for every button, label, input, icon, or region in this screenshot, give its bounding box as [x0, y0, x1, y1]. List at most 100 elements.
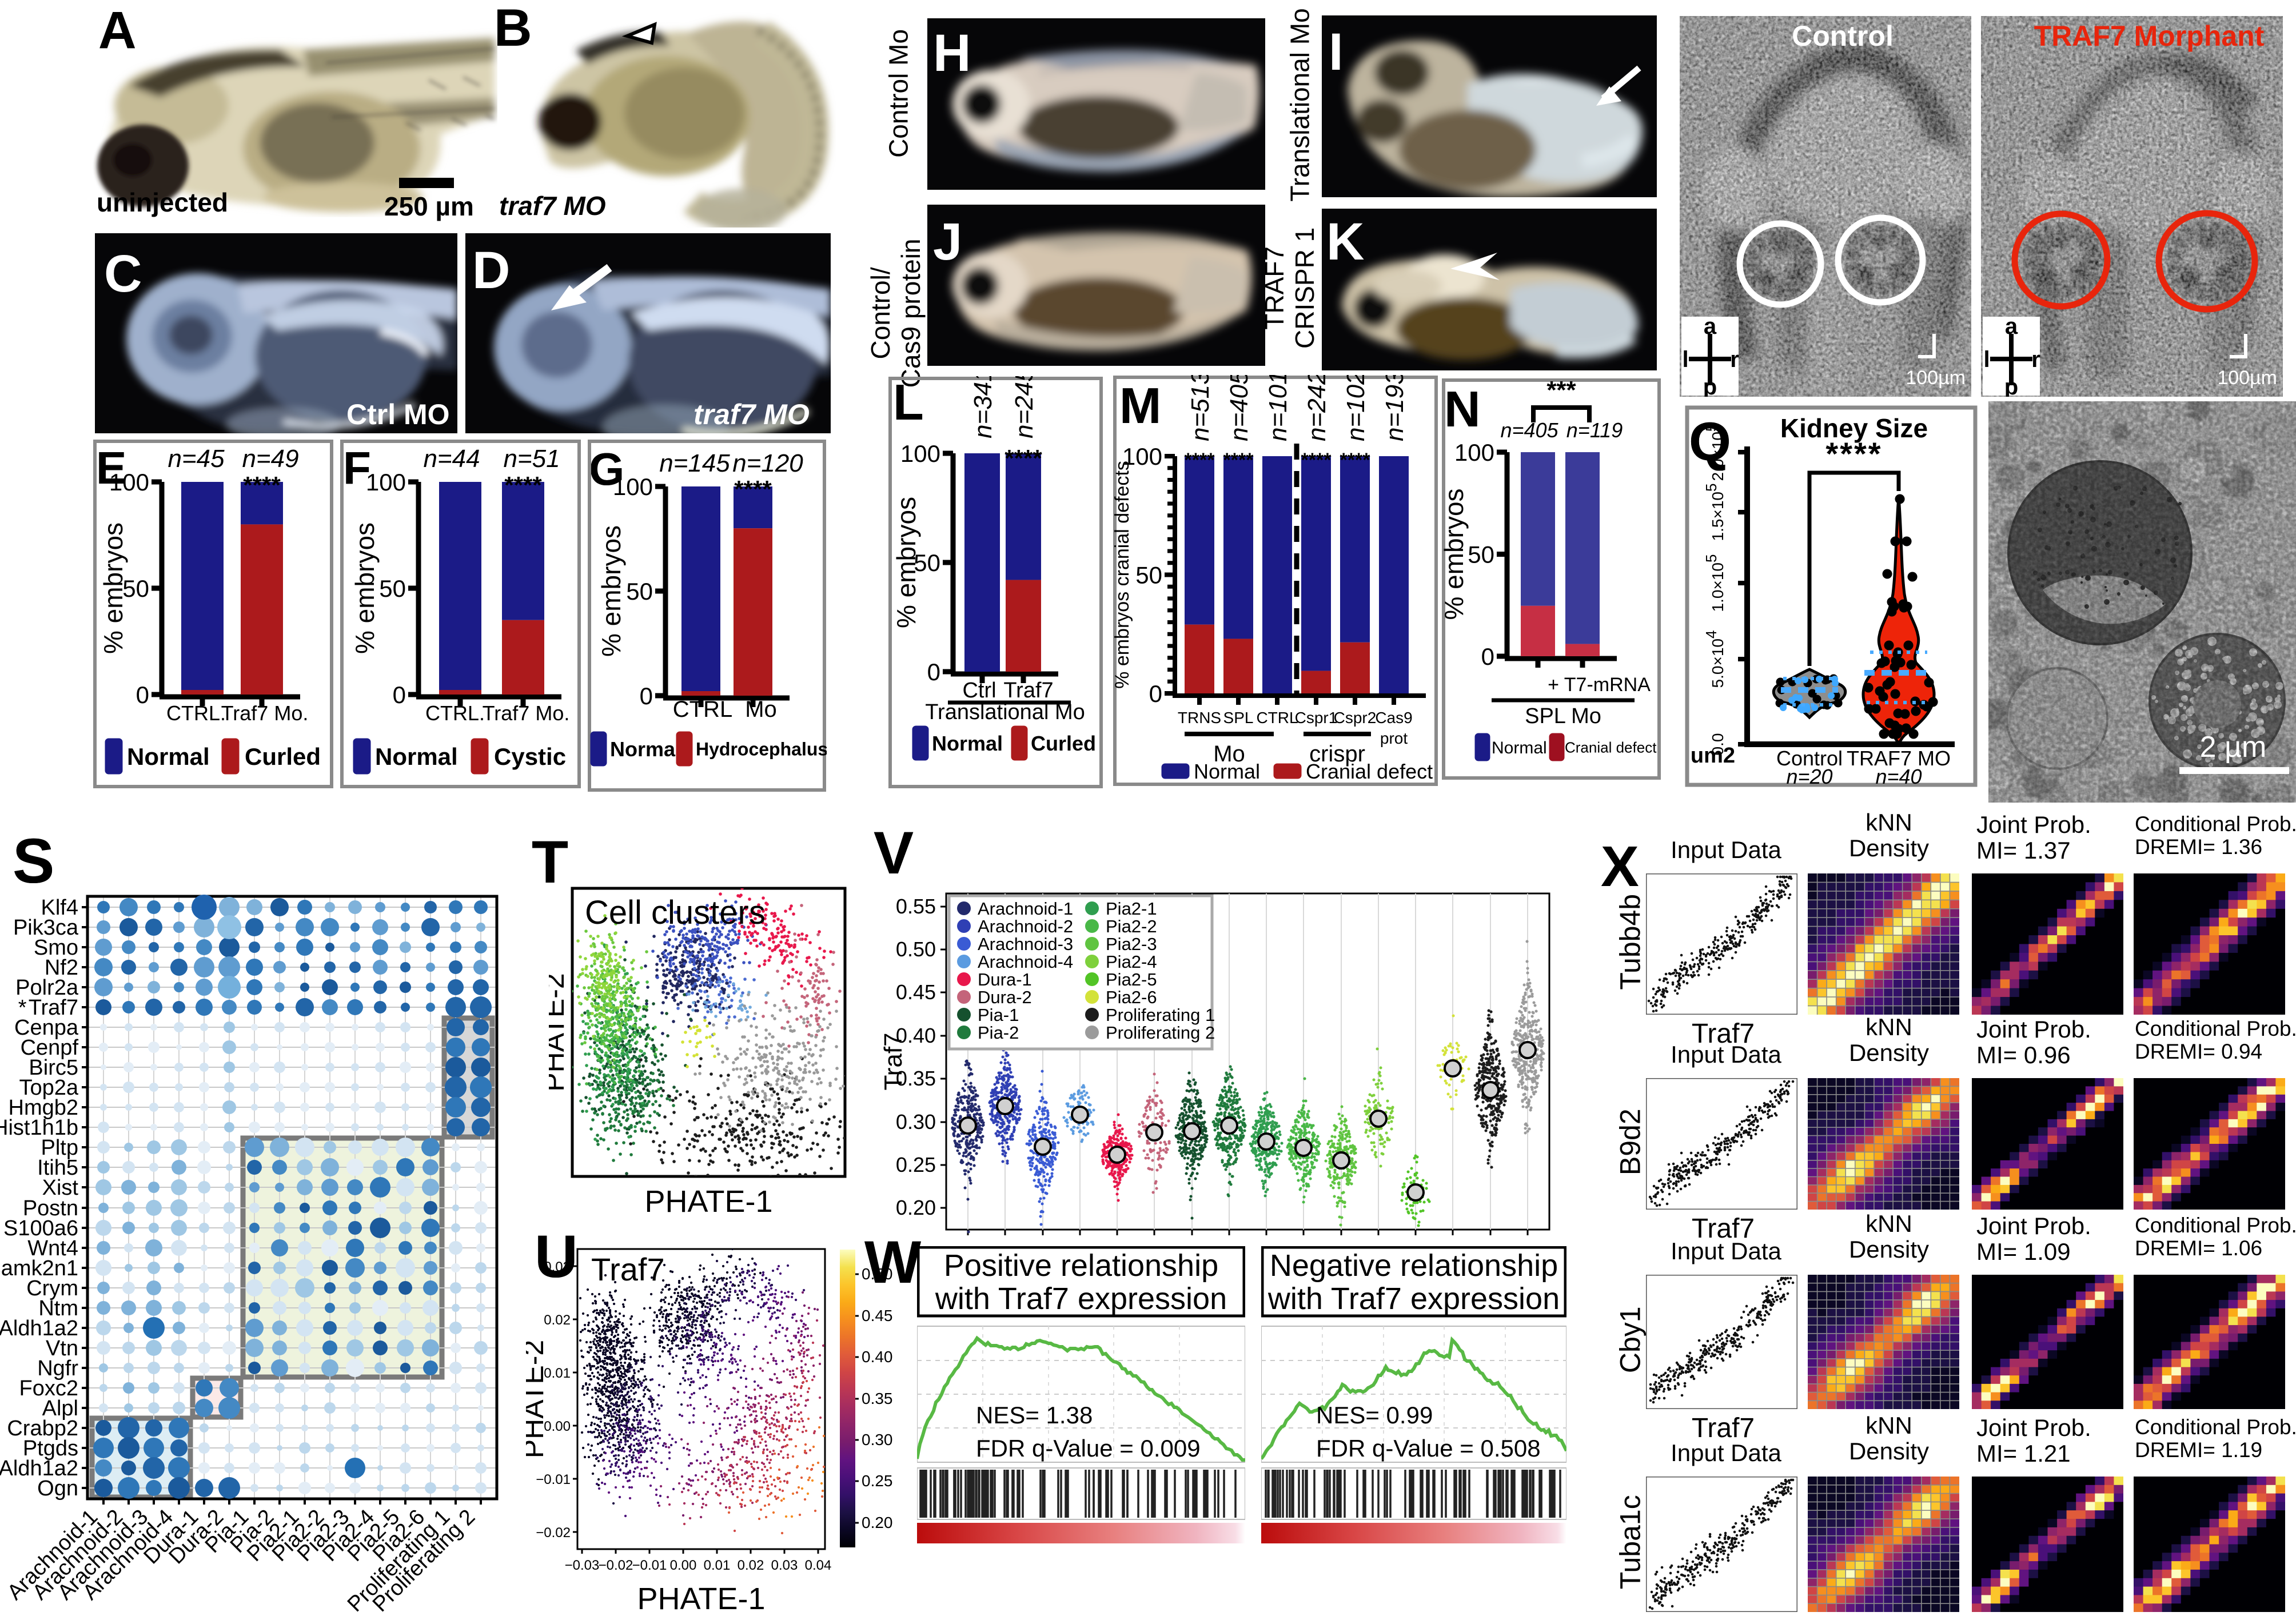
svg-text:Xist: Xist: [42, 1176, 79, 1200]
svg-text:Smo: Smo: [34, 936, 78, 960]
svg-text:Cystic: Cystic: [494, 743, 566, 770]
svg-text:****: ****: [1301, 449, 1332, 471]
svg-text:PHATE-1: PHATE-1: [637, 1582, 765, 1616]
svg-text:Pik3ca: Pik3ca: [13, 916, 79, 940]
svg-text:2.0×105: 2.0×105: [1703, 424, 1727, 481]
svg-text:Vtn: Vtn: [46, 1336, 78, 1360]
svg-text:PHATE-2: PHATE-2: [526, 1340, 549, 1458]
svg-text:100µm: 100µm: [1906, 367, 1966, 389]
svg-text:n=40: n=40: [1875, 765, 1922, 787]
svg-text:p: p: [2004, 374, 2018, 397]
svg-text:0.00: 0.00: [544, 1419, 571, 1434]
svg-text:Pia2-2: Pia2-2: [1106, 916, 1157, 936]
svg-text:0: 0: [1481, 643, 1494, 670]
svg-text:0.30: 0.30: [862, 1431, 893, 1449]
svg-text:Ntm: Ntm: [38, 1296, 78, 1320]
svg-text:0: 0: [640, 683, 653, 709]
svg-text:Crabp2: Crabp2: [7, 1417, 78, 1441]
svg-text:0.20: 0.20: [862, 1514, 893, 1531]
svg-text:Hist1h1b: Hist1h1b: [0, 1116, 78, 1140]
svg-text:Birc5: Birc5: [29, 1056, 78, 1080]
svg-text:TRAF7 Morphant: TRAF7 Morphant: [2034, 20, 2265, 52]
svg-text:Ctrl: Ctrl: [962, 679, 996, 703]
svg-text:Normal: Normal: [932, 732, 1003, 755]
svg-text:% embryos: % embryos: [891, 497, 921, 628]
svg-text:Cspr2: Cspr2: [1334, 709, 1377, 727]
svg-text:CTRL.: CTRL.: [166, 701, 226, 725]
svg-text:100: 100: [900, 440, 940, 467]
svg-text:prot: prot: [1380, 729, 1408, 747]
svg-text:n=44: n=44: [423, 445, 480, 473]
svg-text:Polr2a: Polr2a: [15, 976, 79, 1000]
svg-text:um2: um2: [1691, 744, 1735, 768]
svg-text:0.03: 0.03: [544, 1259, 571, 1275]
svg-text:Ngfr: Ngfr: [37, 1356, 78, 1380]
svg-text:n=145: n=145: [659, 449, 730, 477]
svg-text:TRAF7 MO: TRAF7 MO: [1847, 747, 1951, 770]
svg-text:−0.03: −0.03: [565, 1558, 600, 1573]
svg-text:Proliferating 2: Proliferating 2: [1106, 1023, 1215, 1043]
svg-text:100µm: 100µm: [2217, 367, 2277, 389]
svg-text:Mo: Mo: [745, 697, 777, 722]
svg-text:a: a: [2005, 314, 2018, 339]
svg-text:Traf7 Mo.: Traf7 Mo.: [483, 701, 570, 725]
svg-text:n=45: n=45: [168, 445, 225, 473]
svg-text:0.00: 0.00: [670, 1558, 697, 1573]
svg-text:0: 0: [136, 681, 149, 708]
svg-text:50: 50: [379, 575, 406, 602]
svg-text:Cenpf: Cenpf: [21, 1036, 79, 1060]
svg-text:1.0×105: 1.0×105: [1703, 554, 1727, 612]
svg-text:****: ****: [1340, 449, 1371, 471]
svg-text:Pia2-1: Pia2-1: [1106, 899, 1157, 919]
svg-text:1.5×105: 1.5×105: [1703, 484, 1727, 541]
svg-text:−0.01: −0.01: [536, 1472, 571, 1487]
svg-text:Dura-2: Dura-2: [978, 987, 1032, 1007]
svg-text:Ogn: Ogn: [37, 1477, 78, 1501]
svg-text:100: 100: [109, 469, 149, 496]
svg-text:0.20: 0.20: [896, 1196, 936, 1219]
svg-text:Camk2n1: Camk2n1: [0, 1256, 78, 1280]
svg-text:0: 0: [1149, 680, 1162, 707]
svg-text:Crym: Crym: [26, 1276, 78, 1300]
svg-text:CTRL.: CTRL.: [425, 701, 485, 725]
svg-text:Traf7: Traf7: [1003, 679, 1053, 703]
svg-text:0.45: 0.45: [896, 980, 936, 1004]
svg-text:0.50: 0.50: [862, 1265, 893, 1283]
svg-text:100: 100: [613, 473, 653, 500]
svg-text:PHATE-1: PHATE-1: [644, 1184, 772, 1219]
svg-text:with Traf7 expression: with Traf7 expression: [935, 1282, 1227, 1316]
svg-text:% embryos cranial defects: % embryos cranial defects: [1113, 461, 1133, 689]
svg-text:n=405: n=405: [1500, 418, 1558, 442]
svg-text:n=51: n=51: [503, 445, 560, 473]
svg-text:Normal: Normal: [1194, 760, 1260, 783]
svg-text:% embryos: % embryos: [350, 522, 380, 654]
svg-text:Proliferating 1: Proliferating 1: [1106, 1005, 1215, 1025]
svg-text:Pia2-5: Pia2-5: [1106, 969, 1157, 989]
svg-text:n=341: n=341: [969, 376, 997, 438]
svg-text:0: 0: [393, 681, 406, 708]
svg-text:Foxc2: Foxc2: [19, 1376, 78, 1400]
svg-text:Kidney Size: Kidney Size: [1780, 413, 1928, 443]
svg-text:Normal: Normal: [610, 737, 681, 761]
svg-text:a: a: [1704, 314, 1717, 339]
svg-text:Traf7: Traf7: [591, 1251, 665, 1287]
svg-text:Arachnoid-2: Arachnoid-2: [978, 916, 1073, 936]
svg-text:0.55: 0.55: [896, 895, 936, 918]
svg-text:PHATE-2: PHATE-2: [549, 973, 570, 1091]
svg-text:Dura-1: Dura-1: [978, 969, 1032, 989]
svg-text:r: r: [1730, 347, 1739, 372]
svg-text:****: ****: [243, 472, 281, 498]
svg-text:Alpl: Alpl: [42, 1396, 78, 1421]
svg-text:p: p: [1703, 374, 1717, 397]
svg-text:+ T7-mRNA: + T7-mRNA: [1548, 674, 1651, 696]
svg-text:Arachnoid-3: Arachnoid-3: [978, 934, 1073, 954]
svg-text:****: ****: [504, 472, 542, 498]
svg-text:Postn: Postn: [23, 1196, 78, 1220]
svg-text:r: r: [2031, 347, 2040, 372]
svg-text:Negative relationship: Negative relationship: [1270, 1248, 1558, 1283]
svg-text:50: 50: [914, 549, 940, 576]
svg-text:0.02: 0.02: [738, 1558, 764, 1573]
svg-text:n=20: n=20: [1786, 765, 1832, 787]
svg-text:Itih5: Itih5: [37, 1156, 78, 1180]
svg-text:n=120: n=120: [732, 449, 803, 477]
